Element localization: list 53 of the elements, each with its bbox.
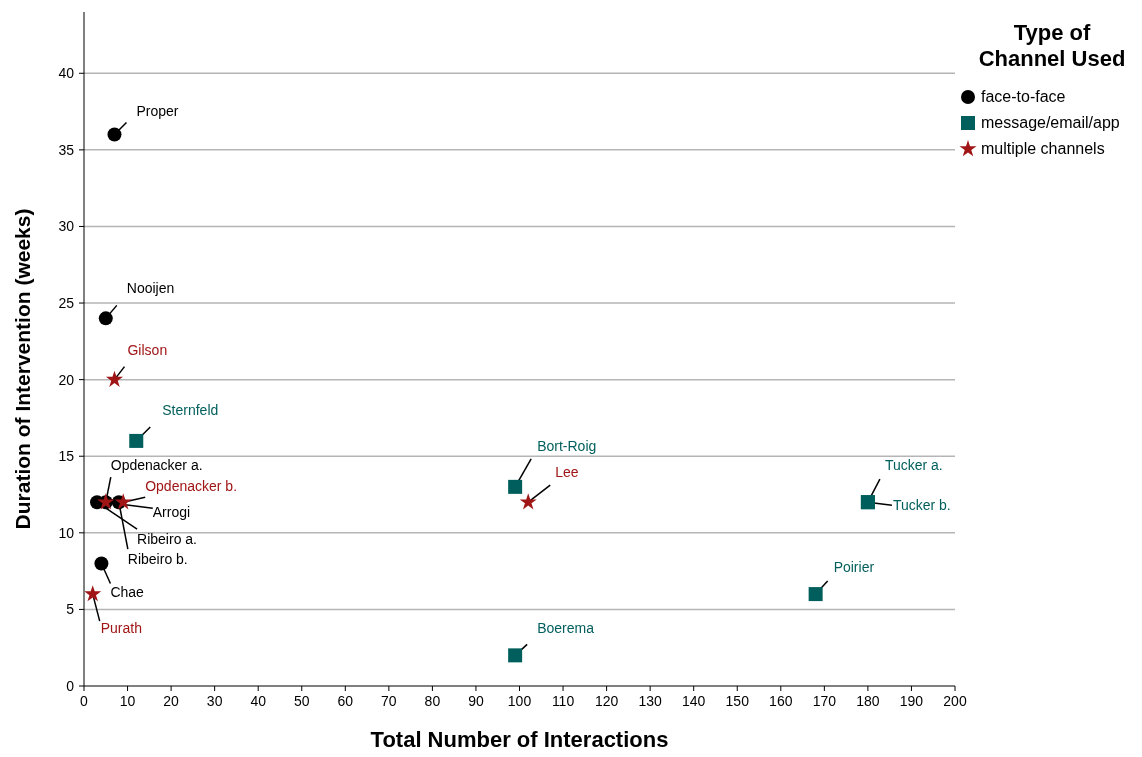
x-tick-label: 190 [899, 693, 924, 709]
annotation: Ribeiro a. [137, 531, 197, 548]
x-tick-label: 80 [424, 693, 441, 709]
x-tick-label: 200 [943, 693, 967, 709]
y-tick-label: 25 [58, 295, 75, 312]
x-tick-label: 70 [381, 693, 397, 709]
annotation: Tucker b. [892, 497, 951, 514]
x-tick-label: 40 [250, 693, 267, 709]
x-tick-label: 110 [551, 693, 575, 709]
annotation: Boerema [537, 620, 595, 637]
x-tick-label: 0 [80, 693, 89, 709]
x-tick-label: 150 [725, 693, 750, 709]
y-tick-label: 20 [58, 371, 75, 388]
annotation: Gilson [127, 341, 168, 358]
x-tick-label: 170 [812, 693, 837, 709]
annotation: Sternfeld [162, 401, 219, 418]
x-tick-label: 120 [594, 693, 619, 709]
x-tick-label: 30 [206, 693, 223, 709]
y-tick-label: 35 [58, 141, 75, 158]
x-tick-label: 10 [119, 693, 136, 709]
annotation: Nooijen [126, 280, 175, 297]
annotation: Chae [110, 584, 145, 601]
x-tick-label: 60 [337, 693, 354, 709]
legend-label: face-to-face [981, 88, 1066, 105]
y-tick-label: 15 [58, 448, 75, 465]
y-tick-label: 0 [66, 678, 75, 694]
annotation: Lee [555, 464, 579, 481]
legend-label: multiple channels [981, 140, 1105, 157]
annotation: Proper [136, 102, 179, 119]
y-tick-label: 10 [58, 524, 75, 541]
x-tick-label: 20 [163, 693, 180, 709]
x-axis-title: Total Number of Interactions [370, 727, 669, 752]
annotation: Tucker a. [884, 457, 943, 474]
annotation: Arrogi [152, 504, 191, 521]
annotation: Purath [100, 620, 142, 637]
y-tick-label: 30 [58, 218, 75, 235]
legend-label: message/email/app [981, 114, 1120, 131]
annotation: Opdenacker a. [110, 457, 203, 474]
x-tick-label: 180 [856, 693, 880, 709]
x-tick-label: 50 [293, 693, 310, 709]
legend-title: Type of Channel Used [978, 20, 1126, 71]
x-tick-label: 140 [682, 693, 706, 709]
y-axis-title: Duration of Intervention (weeks) [11, 208, 34, 530]
x-tick-label: 130 [638, 693, 663, 709]
x-tick-label: 90 [468, 693, 484, 709]
x-tick-label: 160 [769, 693, 793, 709]
y-tick-label: 5 [66, 601, 75, 618]
annotation: Ribeiro b. [127, 551, 188, 568]
annotation: Opdenacker b. [145, 478, 238, 495]
annotation: Poirier [833, 559, 875, 576]
y-tick-label: 40 [58, 65, 75, 82]
annotation: Bort-Roig [537, 437, 597, 454]
x-tick-label: 100 [507, 693, 532, 709]
